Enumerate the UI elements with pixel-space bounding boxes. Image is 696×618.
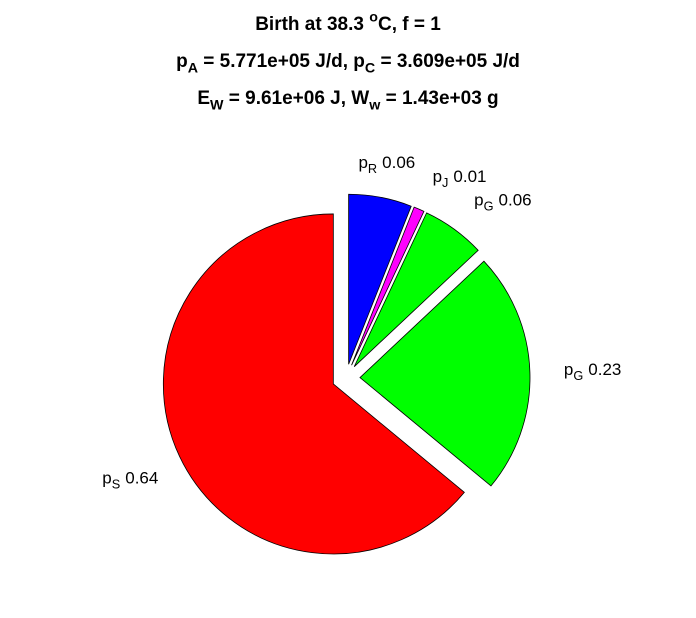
chart-title: EW = 9.61e+06 J, Ww = 1.43e+03 g	[197, 88, 498, 113]
pie-slice	[162, 213, 465, 555]
text-run: p	[433, 167, 442, 186]
subscript: J	[442, 175, 448, 190]
subscript: A	[188, 60, 198, 76]
subscript: R	[368, 161, 377, 176]
text-run: = 9.61e+06 J, W	[223, 88, 369, 109]
subscript: G	[484, 199, 494, 214]
text-run: Birth at 38.3	[255, 14, 369, 35]
chart-title: Birth at 38.3 oC, f = 1	[255, 9, 441, 35]
text-run: = 3.609e+05 J/d	[375, 51, 520, 72]
text-run: C, f = 1	[378, 14, 441, 35]
supscript: o	[369, 9, 378, 25]
pie-slice	[359, 260, 531, 487]
slice-label: pR 0.06	[358, 153, 415, 176]
text-run: p	[564, 361, 573, 380]
subscript: C	[365, 60, 375, 76]
slice-label: pS 0.64	[102, 469, 158, 492]
pie-slice	[348, 193, 412, 365]
pie-slice	[351, 206, 425, 366]
slice-label: pG 0.23	[564, 361, 621, 384]
slice-value: 0.64	[125, 469, 158, 488]
pie-slice	[353, 212, 479, 367]
subscript: S	[112, 477, 121, 492]
slice-value: 0.01	[453, 167, 486, 186]
slice-label: pJ 0.01	[433, 167, 487, 190]
text-run: p	[176, 51, 188, 72]
subscript: w	[368, 97, 381, 113]
text-run: = 5.771e+05 J/d, p	[198, 51, 365, 72]
chart-title: pA = 5.771e+05 J/d, pC = 3.609e+05 J/d	[176, 51, 520, 76]
text-run: p	[358, 153, 367, 172]
text-run: p	[102, 469, 111, 488]
slice-label: pG 0.06	[474, 191, 531, 214]
text-run: = 1.43e+03 g	[380, 88, 498, 109]
slice-value: 0.06	[382, 153, 415, 172]
subscript: W	[210, 97, 224, 113]
slice-value: 0.06	[499, 191, 532, 210]
slice-value: 0.23	[588, 361, 621, 380]
subscript: G	[573, 368, 583, 383]
text-run: E	[197, 88, 210, 109]
text-run: p	[474, 191, 483, 210]
